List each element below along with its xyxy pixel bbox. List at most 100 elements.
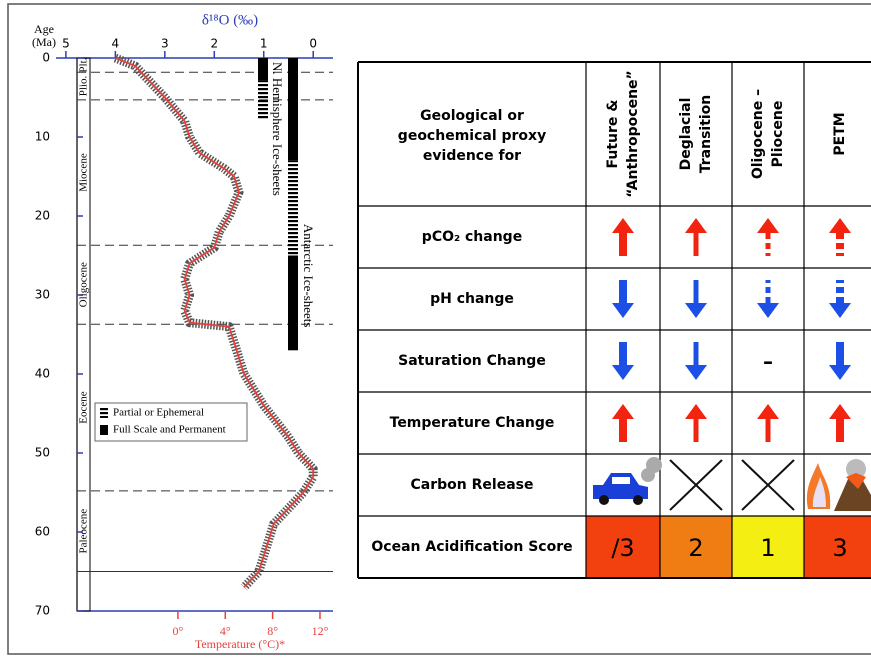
car-wheel: [599, 495, 609, 505]
y-tick-label: 0: [42, 51, 50, 65]
row-label: Temperature Change: [390, 415, 555, 431]
x2-tick-label: 8°: [267, 624, 278, 638]
header-text: Transition: [698, 95, 714, 174]
header-text: Future &: [605, 100, 621, 169]
y-tick-label: 50: [35, 446, 50, 460]
epoch-label: Oligocene: [78, 262, 90, 307]
row-label: pCO₂ change: [422, 229, 522, 245]
arrow-head: [685, 303, 707, 318]
ice-sheet-bar: [288, 161, 298, 256]
row-label: pH change: [430, 291, 514, 307]
header-text: “Anthropocene”: [625, 70, 641, 197]
x2-tick-label: 0°: [173, 624, 184, 638]
arrow-icon: [829, 342, 851, 380]
ice-sheet-bar: [258, 80, 268, 120]
header-text: evidence for: [423, 148, 521, 164]
arrow-head: [757, 218, 779, 233]
header-text: PETM: [832, 112, 848, 155]
score-value: 3: [832, 534, 847, 562]
fire-icon: [807, 459, 871, 511]
ice-sheet-bar: [258, 58, 268, 80]
arrow-icon: [685, 218, 707, 256]
arrow-head: [829, 218, 851, 233]
row-label: Saturation Change: [398, 353, 546, 369]
row-label: Ocean Acidification Score: [371, 539, 572, 555]
arrow-icon: [757, 218, 779, 256]
arrow-icon: [757, 404, 779, 442]
cross-icon: [742, 460, 794, 510]
chart-title: δ¹⁸O (‰): [202, 12, 258, 28]
y-tick-label: 60: [35, 525, 50, 539]
arrow-icon: [829, 218, 851, 256]
arrow-icon: [685, 280, 707, 318]
x-tick-label: 5: [62, 37, 70, 51]
arrow-head: [757, 303, 779, 318]
y-tick-label: 10: [35, 130, 50, 144]
x-tick-label: 3: [161, 37, 169, 51]
arrow-head: [829, 365, 851, 380]
arrow-icon: [829, 280, 851, 318]
ice-sheet-bar: [288, 256, 298, 351]
y-tick-label: 20: [35, 209, 50, 223]
header-text: Oligocene –: [750, 89, 766, 179]
arrow-head: [829, 303, 851, 318]
figure: Age (Ma) δ¹⁸O (‰) Temperature (°C)* 0102…: [0, 0, 871, 658]
arrow-head: [829, 404, 851, 419]
car-icon: [593, 457, 662, 505]
arrow-head: [685, 404, 707, 419]
x-tick-label: 4: [112, 37, 120, 51]
legend-label: Partial or Ephemeral: [113, 407, 204, 419]
arrow-icon: [685, 342, 707, 380]
x-tick-label: 0: [309, 37, 317, 51]
x2-tick-label: 12°: [312, 624, 329, 638]
table: Geological or geochemical proxy evidence f…: [358, 62, 871, 578]
epoch-label: Plio.: [78, 76, 90, 97]
score-value: /3: [611, 534, 634, 562]
arrow-head: [685, 218, 707, 233]
page: Ocean acidification figure {"chart_data"…: [0, 0, 871, 658]
epoch-label: Plt.: [78, 57, 90, 72]
car-body: [593, 473, 648, 499]
ice-sheet-label: Antarctic Ice-sheets: [301, 224, 316, 328]
legend-symbol: [100, 408, 108, 418]
score-value: 1: [760, 534, 775, 562]
arrow-icon: [612, 280, 634, 318]
arrow-icon: [685, 404, 707, 442]
arrow-head: [612, 218, 634, 233]
y-tick-label: 40: [35, 367, 50, 381]
x2-label: Temperature (°C)*: [195, 637, 285, 651]
epoch-label: Miocene: [78, 153, 90, 192]
epoch-label: Paleocene: [78, 509, 90, 554]
arrow-icon: [829, 404, 851, 442]
cross-icon: [670, 460, 722, 510]
arrow-head: [757, 404, 779, 419]
y-tick-label: 70: [35, 604, 50, 618]
x2-tick-label: 4°: [220, 624, 231, 638]
cell-text: –: [763, 350, 773, 374]
arrow-icon: [612, 342, 634, 380]
arrow-head: [612, 404, 634, 419]
header-text: Geological or: [420, 108, 524, 124]
header-text: Pliocene: [770, 101, 786, 168]
volcano: [834, 479, 871, 511]
epoch-label: Eocene: [78, 391, 90, 423]
header-text: Deglacial: [678, 98, 694, 171]
arrow-icon: [612, 404, 634, 442]
body: Age (Ma) δ¹⁸O (‰) Temperature (°C)* 0102…: [0, 0, 871, 658]
smoke: [646, 457, 662, 473]
arrow-head: [685, 365, 707, 380]
y-label: (Ma): [32, 35, 56, 49]
car-window: [612, 477, 630, 484]
y-tick-label: 30: [35, 288, 50, 302]
ice-sheet-label: N. Hemisphere Ice-sheets: [270, 62, 285, 196]
header-text: geochemical proxy: [398, 128, 546, 144]
ice-sheet-bar: [288, 58, 298, 161]
row-label: Carbon Release: [411, 477, 534, 493]
x-tick-label: 2: [210, 37, 218, 51]
legend-label: Full Scale and Permanent: [113, 424, 226, 436]
arrow-head: [612, 365, 634, 380]
score-value: 2: [688, 534, 703, 562]
arrow-head: [612, 303, 634, 318]
y-label: Age: [34, 22, 54, 36]
car-wheel: [633, 495, 643, 505]
